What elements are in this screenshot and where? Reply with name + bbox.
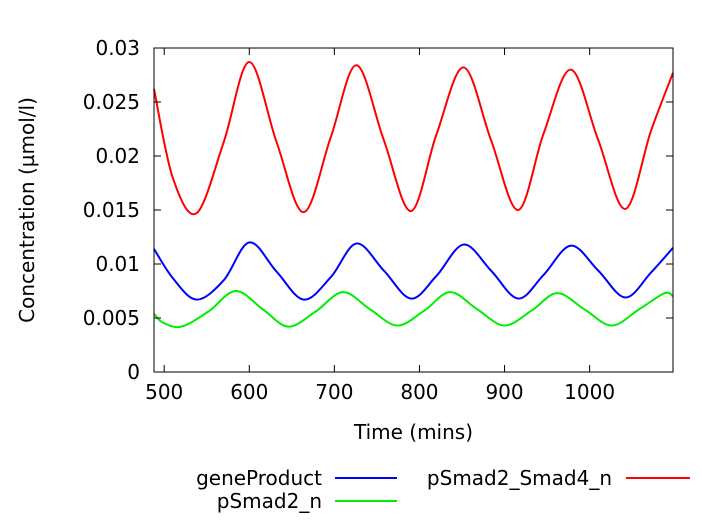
legend-label: pSmad2_Smad4_n	[427, 466, 612, 490]
x-tick-label: 1000	[564, 380, 615, 404]
x-tick-label: 800	[400, 380, 438, 404]
y-tick-label: 0	[127, 360, 140, 384]
y-tick-label: 0.005	[83, 306, 140, 330]
x-tick-label: 700	[315, 380, 353, 404]
axis-ticks: 500 600 700 800 900 1000 0 0.005 0.01 0.015 0.02 0.…	[83, 36, 673, 404]
y-tick-label: 0.02	[95, 144, 140, 168]
y-axis-label: Concentration (µmol/l)	[15, 97, 39, 323]
x-axis-label: Time (mins)	[353, 420, 473, 444]
series-line-psmad2-n	[153, 289, 674, 329]
y-tick-label: 0.03	[95, 36, 140, 60]
x-tick-label: 600	[230, 380, 268, 404]
legend-label: pSmad2_n	[217, 489, 322, 513]
series-line-geneproduct	[153, 241, 674, 301]
series-line-psmad2-smad4-n	[153, 61, 674, 216]
plot-series	[153, 61, 674, 329]
y-tick-label: 0.015	[83, 198, 140, 222]
x-tick-label: 500	[145, 380, 183, 404]
x-tick-label: 900	[485, 380, 523, 404]
y-tick-label: 0.01	[95, 252, 140, 276]
y-tick-label: 0.025	[83, 90, 140, 114]
legend: geneProduct pSmad2_Smad4_n pSmad2_n	[196, 466, 690, 513]
legend-label: geneProduct	[196, 466, 322, 490]
